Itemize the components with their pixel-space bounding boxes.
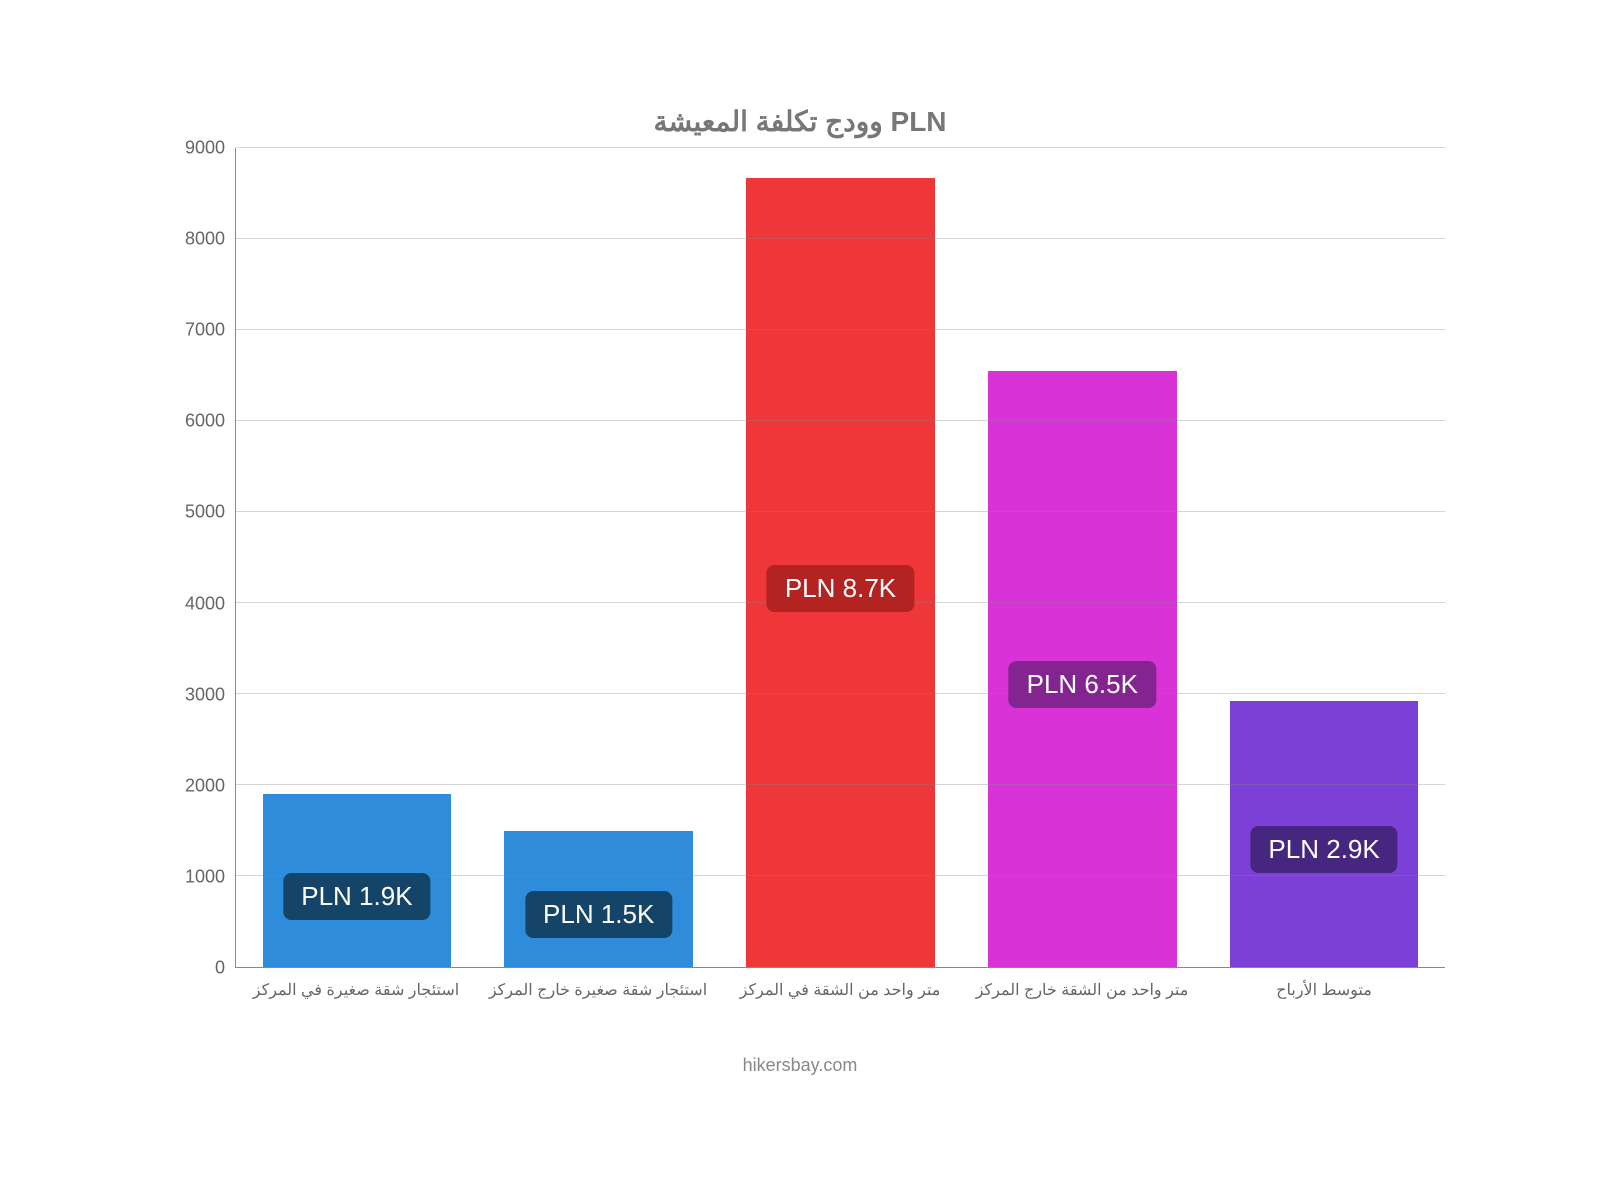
footer-credit: hikersbay.com: [155, 1055, 1445, 1076]
chart-title: وودج تكلفة المعيشة PLN: [155, 105, 1445, 138]
y-tick: 4000: [185, 593, 225, 614]
y-tick: 6000: [185, 411, 225, 432]
y-axis: 0100020003000400050006000700080009000: [155, 148, 235, 968]
value-badge: PLN 1.9K: [283, 873, 430, 920]
bar: PLN 6.5K: [988, 371, 1177, 967]
y-tick: 9000: [185, 138, 225, 159]
x-label: متر واحد من الشقة خارج المركز: [961, 980, 1203, 1000]
bar: PLN 8.7K: [746, 178, 935, 967]
grid-line: [236, 147, 1445, 148]
y-tick: 8000: [185, 229, 225, 250]
plot-row: 0100020003000400050006000700080009000 PL…: [155, 148, 1445, 968]
grid-line: [236, 693, 1445, 694]
bar-slot: PLN 1.9K: [236, 148, 478, 967]
x-axis: استئجار شقة صغيرة في المركزاستئجار شقة ص…: [235, 980, 1445, 1000]
bar-slot: PLN 1.5K: [478, 148, 720, 967]
x-label: متوسط الأرباح: [1203, 980, 1445, 1000]
grid-line: [236, 420, 1445, 421]
value-badge: PLN 2.9K: [1250, 826, 1397, 873]
y-tick: 0: [215, 958, 225, 979]
grid-line: [236, 784, 1445, 785]
grid-line: [236, 511, 1445, 512]
plot-area: PLN 1.9K PLN 1.5K PLN 8.7K PLN 6.5K PLN 2.9K: [235, 148, 1445, 968]
grid-line: [236, 238, 1445, 239]
x-label: متر واحد من الشقة في المركز: [719, 980, 961, 1000]
y-tick: 5000: [185, 502, 225, 523]
chart: وودج تكلفة المعيشة PLN 0 1000 2000 3000 4000…: [155, 105, 1445, 1095]
value-badge: PLN 6.5K: [1009, 661, 1156, 708]
bar: PLN 1.9K: [263, 794, 452, 967]
bar-slot: PLN 2.9K: [1203, 148, 1445, 967]
y-tick: 1000: [185, 866, 225, 887]
x-label: استئجار شقة صغيرة خارج المركز: [477, 980, 719, 1000]
y-tick: 2000: [185, 775, 225, 796]
value-badge: PLN 8.7K: [767, 565, 914, 612]
bar: PLN 2.9K: [1230, 701, 1419, 967]
bar-slot: PLN 6.5K: [961, 148, 1203, 967]
x-label: استئجار شقة صغيرة في المركز: [235, 980, 477, 1000]
value-badge: PLN 1.5K: [525, 891, 672, 938]
bar: PLN 1.5K: [504, 831, 693, 967]
y-tick: 3000: [185, 684, 225, 705]
grid-line: [236, 329, 1445, 330]
y-tick: 7000: [185, 320, 225, 341]
bar-slot: PLN 8.7K: [720, 148, 962, 967]
bars-container: PLN 1.9K PLN 1.5K PLN 8.7K PLN 6.5K PLN 2.9K: [236, 148, 1445, 967]
